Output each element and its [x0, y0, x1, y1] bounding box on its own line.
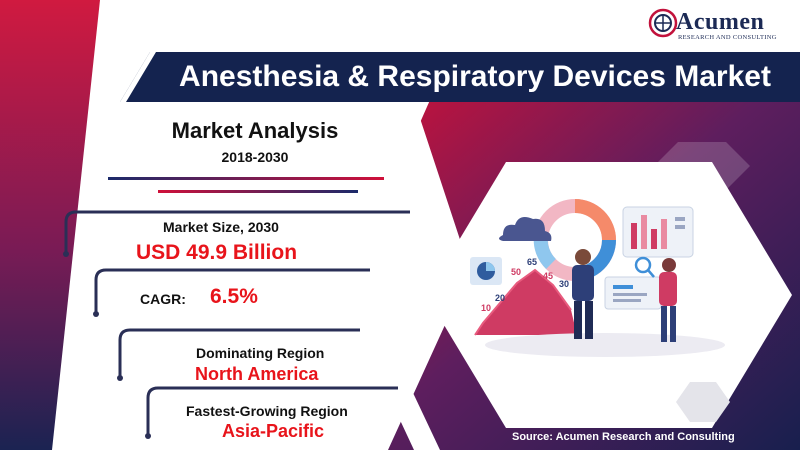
acumen-logo-icon	[648, 8, 678, 38]
analyst-figure	[572, 249, 594, 339]
page-title: Anesthesia & Respiratory Devices Market	[179, 60, 771, 93]
dominating-region-label: Dominating Region	[196, 345, 325, 361]
area-chart-graphic	[475, 270, 577, 335]
cagr-label: CAGR:	[140, 291, 186, 307]
analysis-years: 2018-2030	[221, 149, 289, 165]
market-analysis-heading: Market Analysis	[171, 118, 339, 143]
woman-figure	[659, 258, 677, 342]
logo-wordmark: Acumen	[676, 9, 765, 35]
chart-label: 30	[559, 279, 569, 289]
magnifier-icon	[634, 256, 652, 274]
chart-label: 45	[543, 271, 553, 281]
logo-tagline: RESEARCH AND CONSULTING	[678, 34, 777, 41]
chart-label: 65	[527, 257, 537, 267]
market-illustration: 65 50 45 30 20 10	[470, 199, 725, 357]
chart-label: 20	[495, 293, 505, 303]
market-size-label: Market Size, 2030	[163, 219, 279, 235]
dominating-region-value: North America	[195, 364, 319, 384]
market-size-value: USD 49.9 Billion	[136, 241, 298, 264]
fastest-region-label: Fastest-Growing Region	[186, 403, 348, 419]
chart-label: 50	[511, 267, 521, 277]
fastest-region-value: Asia-Pacific	[222, 421, 325, 441]
source-note: Source: Acumen Research and Consulting	[512, 431, 735, 443]
chart-label: 10	[481, 303, 491, 313]
cagr-value: 6.5%	[210, 285, 258, 308]
cloud-icon	[499, 217, 552, 241]
